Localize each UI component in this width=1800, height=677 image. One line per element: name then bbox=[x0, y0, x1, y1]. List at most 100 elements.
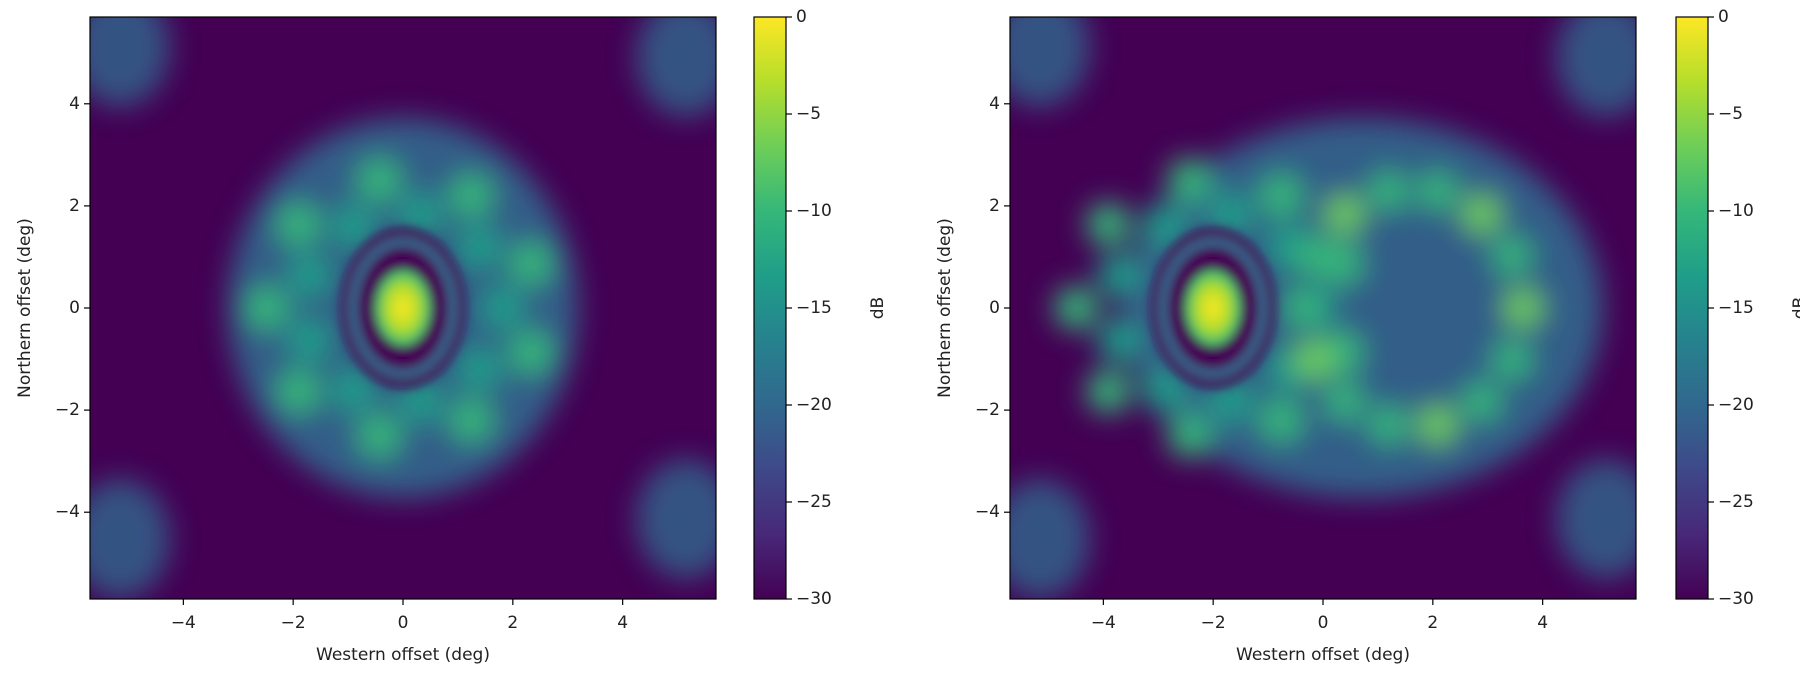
main-beam bbox=[375, 270, 431, 346]
lobe bbox=[357, 414, 402, 459]
colorbar bbox=[1675, 16, 1709, 600]
lobe bbox=[509, 241, 554, 286]
lobe bbox=[457, 224, 502, 269]
lobe bbox=[287, 318, 332, 363]
lobe bbox=[457, 347, 502, 392]
lobe bbox=[1417, 171, 1458, 212]
lobe bbox=[1368, 171, 1409, 212]
x-tick-label: −4 bbox=[1091, 613, 1116, 633]
lobe bbox=[1167, 157, 1212, 202]
lobe bbox=[331, 203, 376, 248]
lobe bbox=[1208, 379, 1253, 424]
y-tick-label: 4 bbox=[69, 94, 80, 114]
y-tick-label: 2 bbox=[989, 196, 1000, 216]
colorbar-tick-label: −30 bbox=[796, 589, 832, 609]
colorbar-tick-label: −25 bbox=[796, 492, 832, 512]
x-tick-label: 4 bbox=[617, 613, 628, 633]
lobe bbox=[398, 379, 443, 424]
x-axis-label: Western offset (deg) bbox=[316, 645, 490, 665]
lobe bbox=[1503, 288, 1543, 328]
far-lobe bbox=[1010, 479, 1090, 599]
y-tick-label: −4 bbox=[55, 502, 80, 522]
far-lobe bbox=[1556, 17, 1636, 117]
heatmap-image bbox=[1010, 17, 1636, 599]
lobe bbox=[1293, 235, 1334, 276]
lobe bbox=[287, 253, 332, 298]
sidelobe-halo bbox=[1010, 17, 1636, 599]
far-lobe bbox=[90, 17, 170, 107]
far-lobe bbox=[1010, 17, 1090, 107]
lobe bbox=[1167, 414, 1212, 459]
lobe bbox=[244, 286, 289, 330]
colorbar-label: dB bbox=[1790, 297, 1800, 319]
colorbar-tick-label: −15 bbox=[796, 298, 832, 318]
x-tick-label: −4 bbox=[171, 613, 196, 633]
lobe bbox=[1086, 202, 1131, 247]
x-tick-label: −2 bbox=[281, 613, 306, 633]
x-tick-label: 0 bbox=[1318, 613, 1329, 633]
lobe bbox=[1097, 253, 1142, 298]
lobe bbox=[276, 202, 321, 247]
y-tick-label: 0 bbox=[69, 298, 80, 318]
ring bbox=[1158, 237, 1268, 379]
lobe bbox=[357, 157, 402, 202]
lobe bbox=[1097, 318, 1142, 363]
y-axis-label: Northern offset (deg) bbox=[15, 218, 35, 398]
colorbar-tick-label: −10 bbox=[796, 201, 832, 221]
lobe bbox=[480, 286, 525, 330]
lobe bbox=[276, 369, 321, 414]
lobe bbox=[1141, 203, 1186, 248]
colorbar-tick-label: 0 bbox=[796, 7, 807, 27]
far-lobe bbox=[1556, 459, 1636, 579]
y-tick-label: 4 bbox=[989, 94, 1000, 114]
x-tick-label: 2 bbox=[1427, 613, 1438, 633]
colorbar-tick-label: 0 bbox=[1718, 7, 1729, 27]
far-lobe bbox=[636, 17, 716, 117]
ring bbox=[348, 237, 458, 379]
lobe bbox=[1461, 194, 1502, 235]
lobe bbox=[1086, 369, 1131, 414]
y-tick-label: 2 bbox=[69, 196, 80, 216]
colorbar-tick-label: −20 bbox=[796, 395, 832, 415]
far-lobe bbox=[636, 459, 716, 579]
null-rings bbox=[341, 228, 465, 388]
x-tick-label: −2 bbox=[1201, 613, 1226, 633]
y-tick-label: −2 bbox=[975, 400, 1000, 420]
lobe bbox=[1283, 288, 1323, 328]
lobe bbox=[1417, 404, 1458, 445]
lobe bbox=[398, 192, 443, 237]
colorbar-tick-label: −20 bbox=[1718, 395, 1754, 415]
colorbar-tick-label: −5 bbox=[1718, 104, 1743, 124]
x-tick-label: 2 bbox=[507, 613, 518, 633]
lobe bbox=[449, 398, 494, 443]
colorbar bbox=[753, 16, 787, 600]
y-axis-label: Northern offset (deg) bbox=[935, 218, 955, 398]
y-tick-label: −4 bbox=[975, 502, 1000, 522]
lobe bbox=[1293, 340, 1334, 381]
heatmap-image bbox=[90, 17, 716, 599]
lobe bbox=[1492, 340, 1533, 381]
lobe bbox=[1461, 381, 1502, 422]
main-beam bbox=[1185, 270, 1241, 346]
y-tick-label: 0 bbox=[989, 298, 1000, 318]
lobe bbox=[1368, 404, 1409, 445]
lobe bbox=[1208, 192, 1253, 237]
colorbar-tick-label: −15 bbox=[1718, 298, 1754, 318]
lobe bbox=[1141, 368, 1186, 413]
lobe bbox=[449, 173, 494, 218]
colorbar-tick-label: −30 bbox=[1718, 589, 1754, 609]
colorbar-tick-label: −10 bbox=[1718, 201, 1754, 221]
lobe bbox=[1324, 381, 1365, 422]
colorbar-tick-label: −25 bbox=[1718, 492, 1754, 512]
x-axis-label: Western offset (deg) bbox=[1236, 645, 1410, 665]
far-lobe bbox=[90, 479, 170, 599]
colorbar-label: dB bbox=[868, 297, 888, 319]
lobe bbox=[1259, 173, 1304, 218]
lobe bbox=[1492, 235, 1533, 276]
null-rings bbox=[1151, 228, 1275, 388]
lobe bbox=[331, 368, 376, 413]
